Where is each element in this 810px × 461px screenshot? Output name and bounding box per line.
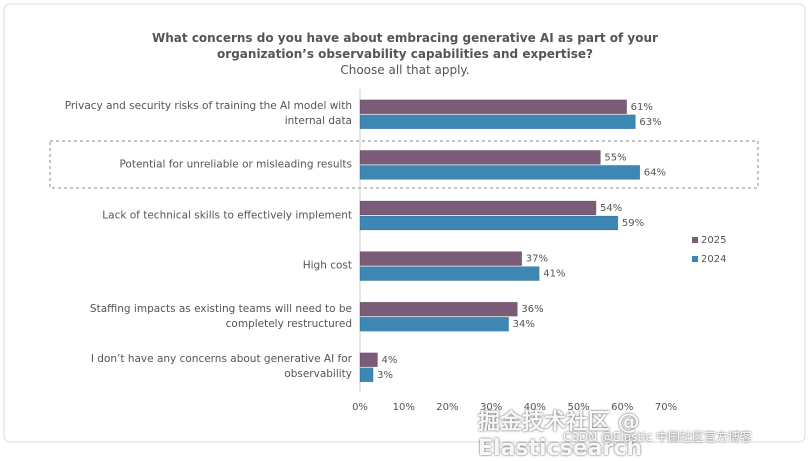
legend-swatch — [692, 256, 698, 262]
bar — [359, 215, 619, 231]
chart: 0% 10% 20% 30% 40% 50% 60% 70% 61% 63% 55% 64% 54%59… — [3, 3, 806, 443]
watermark: CSDN @Elastic 中国社区官方博客 — [563, 430, 753, 444]
value-label: 3% — [377, 370, 393, 381]
bar — [359, 266, 540, 281]
bar — [359, 316, 509, 332]
x-tick-label: 50% — [567, 402, 589, 413]
x-tick-label: 10% — [393, 402, 415, 413]
x-tick-label: 0% — [352, 402, 368, 413]
chart-title: What concerns do you have about embracin… — [152, 31, 658, 61]
category-label: Lack of technical skills to effectively … — [102, 209, 352, 221]
value-label: 64% — [644, 167, 666, 178]
x-tick-label: 40% — [524, 402, 546, 413]
chart-subtitle: Choose all that apply. — [340, 63, 470, 77]
bar — [359, 367, 374, 383]
legend-swatch — [692, 237, 698, 243]
value-label: 34% — [513, 319, 535, 330]
category-label: Privacy and security risks of training t… — [64, 100, 352, 128]
value-label: 4% — [381, 355, 397, 366]
bar — [359, 301, 518, 317]
bar — [359, 251, 522, 266]
x-tick-label: 30% — [480, 402, 502, 413]
category-label: High cost — [302, 259, 352, 272]
category-label: Staffing impacts as existing teams will … — [89, 302, 352, 330]
legend-label: 2024 — [701, 254, 726, 265]
value-label: 59% — [622, 218, 644, 229]
legend-label: 2025 — [701, 235, 726, 246]
page: {"chart_data": {"type": "bar", "orientat… — [3, 3, 806, 461]
x-tick-label: 60% — [611, 402, 633, 413]
bar — [359, 114, 636, 130]
bar — [359, 99, 627, 115]
x-tick-label: 70% — [655, 402, 677, 413]
card-border — [3, 3, 806, 443]
value-label: 41% — [543, 269, 565, 280]
bar — [359, 165, 641, 180]
value-label: 54% — [600, 203, 622, 214]
bar — [359, 200, 597, 216]
category-label: Potential for unreliable or misleading r… — [119, 158, 352, 171]
value-label: 36% — [521, 304, 543, 315]
bar — [359, 150, 601, 165]
value-label: 37% — [526, 254, 548, 265]
highlight-box — [49, 140, 759, 189]
value-label: 61% — [631, 102, 653, 113]
x-tick-label: 20% — [436, 402, 458, 413]
value-label: 55% — [604, 152, 626, 163]
bar — [359, 352, 378, 368]
value-label: 63% — [639, 117, 661, 128]
category-label: I don’t have any concerns about generati… — [90, 353, 352, 381]
